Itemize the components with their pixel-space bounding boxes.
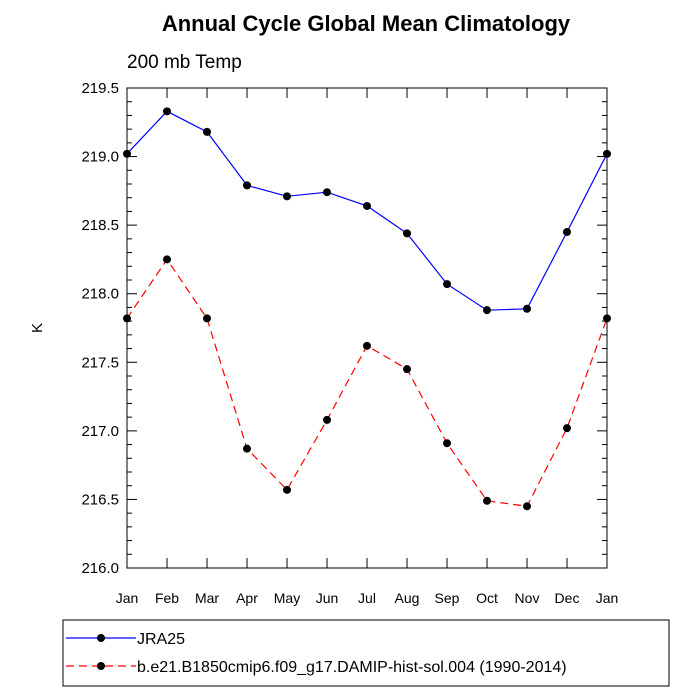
x-tick-label: Mar: [195, 590, 219, 606]
series-1-point: [123, 149, 131, 158]
x-tick-label: Dec: [555, 590, 580, 606]
series-1-point: [363, 201, 371, 210]
series-1-point: [443, 280, 451, 289]
series-1-point: [523, 304, 531, 313]
y-tick-label: 218.5: [81, 217, 119, 234]
axis-ticks: [126, 87, 608, 569]
series-2-point: [363, 341, 371, 350]
chart-subtitle: 200 mb Temp: [127, 52, 242, 73]
legend-marker-1: [97, 634, 105, 642]
series-2-point: [563, 424, 571, 433]
plot-frame: [126, 87, 608, 569]
series-2-point: [403, 365, 411, 374]
series-2-point: [243, 444, 251, 453]
series-1-point: [323, 188, 331, 197]
legend-box: [62, 619, 670, 687]
series-1-point: [163, 107, 171, 116]
x-tick-label: Aug: [395, 590, 420, 606]
series-line-2: [126, 258, 608, 507]
x-tick-label: Jul: [358, 590, 376, 606]
series-1-point: [603, 149, 611, 158]
legend-entries: JRA25 b.e21.B1850cmip6.f09_g17.DAMIP-hist…: [66, 631, 567, 676]
series-2-point: [203, 314, 211, 323]
x-tick-label: May: [274, 590, 300, 606]
series-2-point: [283, 485, 291, 494]
y-tick-label: 219.5: [81, 80, 119, 97]
series-2-point: [523, 502, 531, 511]
series-2-point: [123, 314, 131, 323]
x-tick-label: Apr: [236, 590, 258, 606]
x-tick-label: Jan: [116, 590, 139, 606]
series-1-point: [203, 127, 211, 136]
y-tick-label: 216.0: [81, 560, 119, 577]
y-tick-label: 219.0: [81, 149, 119, 166]
series-2-point: [323, 415, 331, 424]
y-tick-label: 218.0: [81, 286, 119, 303]
y-tick-labels: 216.0 216.5 217.0 217.5 218.0 218.5 219.0 219.5: [81, 80, 119, 577]
series-1-point: [403, 229, 411, 238]
series-2-point: [483, 496, 491, 505]
x-tick-label: Jun: [316, 590, 339, 606]
x-tick-labels: Jan Feb Mar Apr May Jun Jul Aug Sep Oct Nov Dec Jan: [116, 590, 619, 606]
x-tick-label: Sep: [435, 590, 460, 606]
chart-title: Annual Cycle Global Mean Climatology: [162, 11, 571, 36]
series-1-point: [283, 192, 291, 201]
series-1-point: [483, 306, 491, 315]
y-tick-label: 217.0: [81, 423, 119, 440]
y-axis-label: K: [29, 323, 46, 333]
legend-label-2: b.e21.B1850cmip6.f09_g17.DAMIP-hist-sol.…: [137, 659, 567, 676]
legend-label-1: JRA25: [137, 631, 185, 648]
series-layer: [123, 107, 611, 511]
x-tick-label: Jan: [596, 590, 619, 606]
x-tick-label: Feb: [155, 590, 179, 606]
x-tick-label: Oct: [476, 590, 498, 606]
legend: JRA25 b.e21.B1850cmip6.f09_g17.DAMIP-hist…: [62, 619, 670, 687]
series-2-point: [603, 314, 611, 323]
series-1-point: [563, 228, 571, 236]
series-1-point: [243, 181, 251, 190]
y-tick-label: 217.5: [81, 354, 119, 371]
y-tick-label: 216.5: [81, 491, 119, 508]
legend-marker-2: [97, 662, 105, 670]
series-line-1: [126, 110, 608, 311]
series-2-point: [163, 255, 171, 264]
x-tick-label: Nov: [515, 590, 540, 606]
series-2-point: [443, 439, 451, 448]
